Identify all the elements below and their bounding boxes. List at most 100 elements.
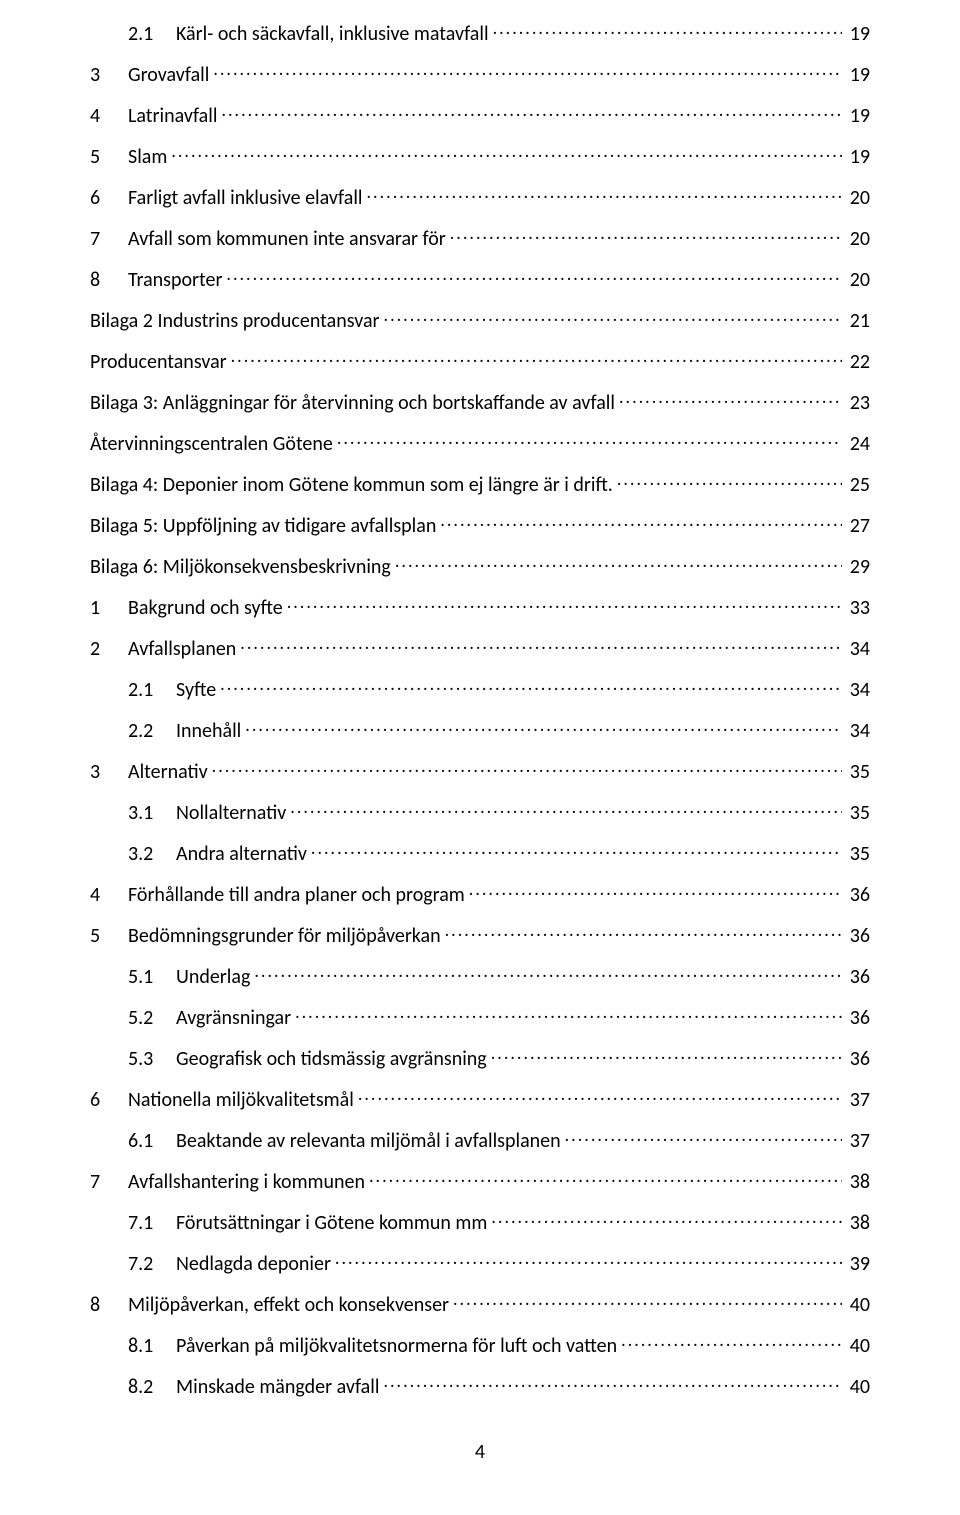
toc-title: Underlag: [176, 964, 250, 990]
toc-entry: 5Slam19: [90, 143, 870, 170]
toc-page: 40: [846, 1374, 870, 1400]
toc-page: 20: [846, 267, 870, 293]
toc-page: 36: [846, 1005, 870, 1031]
toc-leader: [226, 266, 842, 286]
toc-title: Innehåll: [176, 718, 241, 744]
toc-leader: [212, 758, 842, 778]
toc-number: 5.2: [128, 1005, 176, 1031]
toc-entry: 4Latrinavfall19: [90, 102, 870, 129]
toc-entry: Bilaga 5: Uppföljning av tidigare avfall…: [90, 512, 870, 539]
toc-number: 3.1: [128, 800, 176, 826]
toc-title: Beaktande av relevanta miljömål i avfall…: [176, 1128, 561, 1154]
toc-number: 6: [90, 1087, 128, 1113]
toc-leader: [220, 676, 842, 696]
toc-title: Nationella miljökvalitetsmål: [128, 1087, 354, 1113]
toc-number: 2.1: [128, 21, 176, 47]
toc-entry: 3.1Nollalternativ 35: [90, 799, 870, 826]
toc-number: 8: [90, 1292, 128, 1318]
toc-leader: [617, 471, 842, 491]
toc-number: 4: [90, 103, 128, 129]
toc-entry: Bilaga 6: Miljökonsekvensbeskrivning 29: [90, 553, 870, 580]
toc-entry: 6.1Beaktande av relevanta miljömål i avf…: [90, 1127, 870, 1154]
toc-leader: [367, 184, 842, 204]
toc-number: 8.1: [128, 1333, 176, 1359]
toc-number: 6: [90, 185, 128, 211]
toc-title: Bakgrund och syfte: [128, 595, 283, 621]
page-number: 4: [475, 1440, 485, 1464]
toc-entry: 5Bedömningsgrunder för miljöpåverkan36: [90, 922, 870, 949]
toc-page: 33: [846, 595, 870, 621]
toc-entry: 7.1Förutsättningar i Götene kommun mm38: [90, 1209, 870, 1236]
toc-page: 35: [846, 841, 870, 867]
toc-title: Transporter: [128, 267, 222, 293]
toc-page: 38: [846, 1169, 870, 1195]
toc-title: Bilaga 6: Miljökonsekvensbeskrivning: [90, 554, 391, 580]
toc-title: Minskade mängder avfall: [176, 1374, 379, 1400]
toc-page: 19: [846, 103, 870, 129]
toc-number: 5.1: [128, 964, 176, 990]
toc-entry: Bilaga 3: Anläggningar för återvinning o…: [90, 389, 870, 416]
toc-number: 7: [90, 226, 128, 252]
toc-number: 2.2: [128, 718, 176, 744]
toc-leader: [619, 389, 842, 409]
toc-page: 35: [846, 800, 870, 826]
toc-title: Nedlagda deponier: [176, 1251, 331, 1277]
toc-entry: 5.3Geografisk och tidsmässig avgränsning…: [90, 1045, 870, 1072]
toc-page: 19: [846, 21, 870, 47]
toc-entry: Återvinningscentralen Götene24: [90, 430, 870, 457]
toc-leader: [335, 1250, 842, 1270]
toc-leader: [254, 963, 842, 983]
toc-title: Återvinningscentralen Götene: [90, 431, 333, 457]
toc-title: Förhållande till andra planer och progra…: [128, 882, 465, 908]
toc-leader: [245, 717, 842, 737]
toc-page: 19: [846, 144, 870, 170]
toc-entry: 8.2Minskade mängder avfall 40: [90, 1373, 870, 1400]
toc-title: Syfte: [176, 677, 216, 703]
toc-title: Kärl- och säckavfall, inklusive matavfal…: [176, 21, 489, 47]
toc-page: 37: [846, 1128, 870, 1154]
toc-entry: 8.1Påverkan på miljökvalitetsnormerna fö…: [90, 1332, 870, 1359]
toc-number: 8.2: [128, 1374, 176, 1400]
toc-entry: 5.2Avgränsningar36: [90, 1004, 870, 1031]
toc-leader: [240, 635, 842, 655]
toc-page: 34: [846, 718, 870, 744]
toc-entry: 4Förhållande till andra planer och progr…: [90, 881, 870, 908]
toc-number: 2.1: [128, 677, 176, 703]
toc-title: Andra alternativ: [176, 841, 307, 867]
toc-page: 36: [846, 882, 870, 908]
toc-entry: 7.2Nedlagda deponier39: [90, 1250, 870, 1277]
toc-leader: [453, 1291, 842, 1311]
toc-entry: 8Miljöpåverkan, effekt och konsekvenser4…: [90, 1291, 870, 1318]
toc-entry: 3.2Andra alternativ 35: [90, 840, 870, 867]
toc-number: 7.2: [128, 1251, 176, 1277]
toc-title: Avfall som kommunen inte ansvarar för: [128, 226, 446, 252]
toc-number: 3.2: [128, 841, 176, 867]
table-of-contents: 2.1Kärl- och säckavfall, inklusive matav…: [90, 20, 870, 1400]
toc-page: 20: [846, 226, 870, 252]
toc-leader: [450, 225, 842, 245]
toc-leader: [491, 1209, 842, 1229]
toc-leader: [290, 799, 842, 819]
toc-entry: Bilaga 2 Industrins producentansvar21: [90, 307, 870, 334]
toc-title: Alternativ: [128, 759, 208, 785]
toc-entry: 5.1Underlag36: [90, 963, 870, 990]
toc-page: 22: [846, 349, 870, 375]
toc-title: Grovavfall: [128, 62, 209, 88]
toc-page: 19: [846, 62, 870, 88]
toc-entry: 2Avfallsplanen34: [90, 635, 870, 662]
toc-number: 7: [90, 1169, 128, 1195]
toc-number: 8: [90, 267, 128, 293]
toc-page: 29: [846, 554, 870, 580]
toc-leader: [369, 1168, 842, 1188]
toc-leader: [493, 20, 842, 40]
toc-entry: 7Avfallshantering i kommunen38: [90, 1168, 870, 1195]
toc-number: 3: [90, 62, 128, 88]
toc-number: 6.1: [128, 1128, 176, 1154]
toc-page: 21: [846, 308, 870, 334]
toc-leader: [469, 881, 842, 901]
toc-title: Nollalternativ: [176, 800, 286, 826]
toc-entry: 6Farligt avfall inklusive elavfall20: [90, 184, 870, 211]
toc-entry: 2.1Kärl- och säckavfall, inklusive matav…: [90, 20, 870, 47]
toc-leader: [565, 1127, 842, 1147]
toc-entry: 2.2Innehåll 34: [90, 717, 870, 744]
